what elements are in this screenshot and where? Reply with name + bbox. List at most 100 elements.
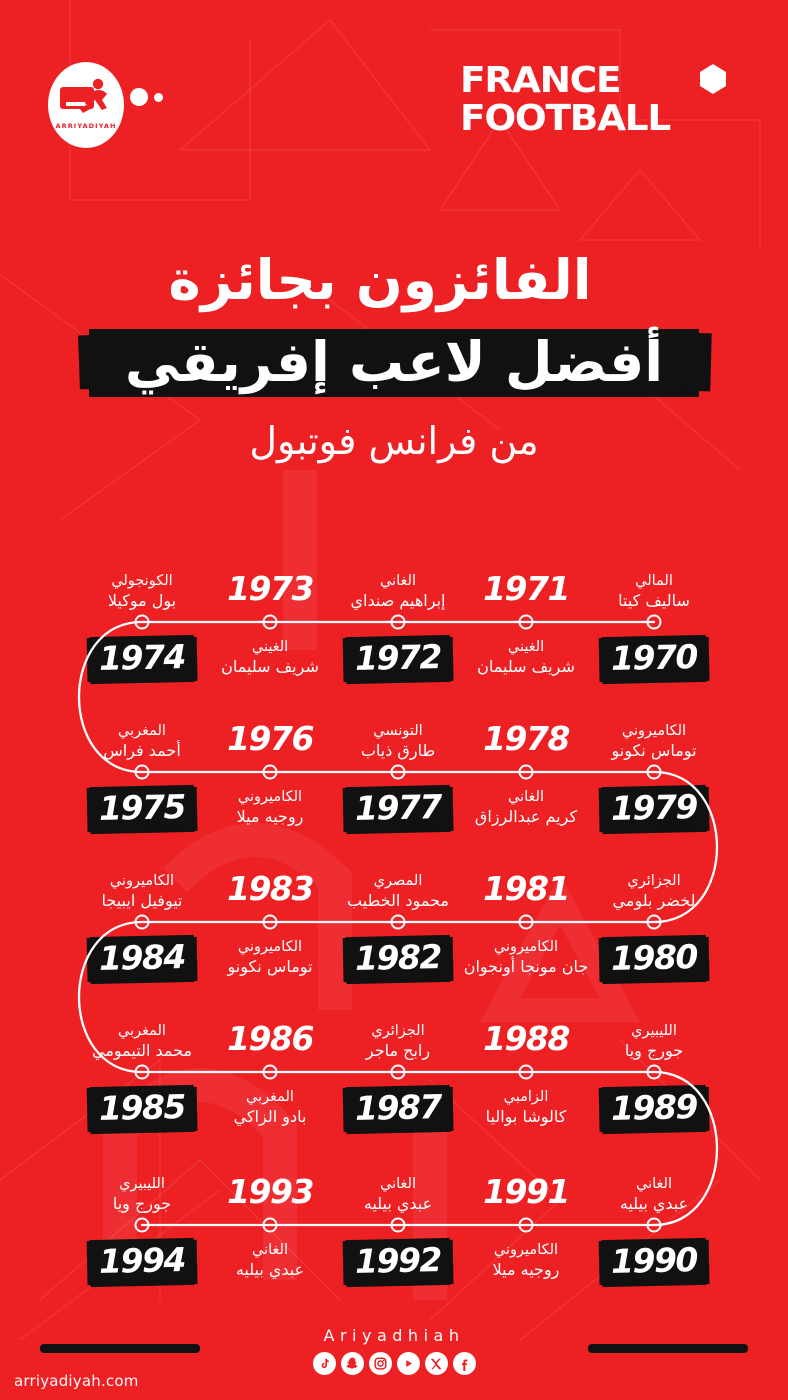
timeline-player: الكاميروني توماس نكونو bbox=[227, 938, 312, 976]
site-url: arriyadiyah.com bbox=[14, 1372, 139, 1390]
timeline-player: المالي ساليف كيتا bbox=[618, 572, 690, 610]
player-name: لخضر بلومي bbox=[612, 891, 696, 910]
player-country: الليبيري bbox=[119, 1176, 165, 1192]
player-name: تيوفيل ايبيجا bbox=[101, 891, 183, 910]
player-name: شريف سليمان bbox=[477, 657, 575, 676]
header: ARRIYADIYAH FRANCE FOOTBALL bbox=[0, 0, 788, 160]
timeline-player: الكاميروني تيوفيل ايبيجا bbox=[102, 872, 183, 910]
timeline-year: 1986 bbox=[227, 1019, 314, 1058]
timeline-player: الكاميروني روجيه ميلا bbox=[493, 1241, 560, 1279]
player-country: الكاميروني bbox=[109, 873, 175, 889]
timeline-player: المغربي بادو الزاكي bbox=[234, 1088, 307, 1126]
timeline-player: الجزائري رابح ماجر bbox=[366, 1022, 430, 1060]
timeline-player: الغاني عبدي بيليه bbox=[236, 1241, 304, 1279]
player-country: الزامبي bbox=[503, 1089, 549, 1105]
player-name: روجيه ميلا bbox=[236, 807, 304, 826]
player-name: عبدي بيليه bbox=[363, 1194, 433, 1213]
timeline-year: 1988 bbox=[483, 1019, 570, 1058]
timeline-year: 1991 bbox=[483, 1172, 570, 1211]
player-country: الكاميروني bbox=[237, 939, 303, 955]
player-name: محمود الخطيب bbox=[347, 891, 449, 910]
timeline-player: المصري محمود الخطيب bbox=[347, 872, 449, 910]
running-player-icon bbox=[60, 78, 107, 113]
timeline-player: المغربي أحمد فراس bbox=[103, 722, 181, 760]
player-name: عبدي بيليه bbox=[619, 1194, 689, 1213]
title-line-2: أفضل لاعب إفريقي bbox=[124, 330, 664, 394]
timeline-connector-path bbox=[77, 620, 719, 1227]
timeline-player: الكاميروني روجيه ميلا bbox=[237, 788, 304, 826]
timeline-year: 1981 bbox=[483, 869, 570, 908]
timeline-player: الغاني كريم عبدالرزاق bbox=[475, 788, 577, 826]
timeline-player: الغاني عبدي بيليه bbox=[364, 1175, 432, 1213]
player-country: الجزائري bbox=[371, 1023, 425, 1039]
player-country: الكاميروني bbox=[493, 939, 559, 955]
timeline-player: المغربي محمد التيمومي bbox=[92, 1022, 192, 1060]
player-country: الكاميروني bbox=[493, 1242, 559, 1258]
page-title: الفائزون بجائزة أفضل لاعب إفريقي من فران… bbox=[0, 245, 788, 469]
timeline-player: الكونجولي بول موكيلا bbox=[108, 572, 176, 610]
title-line-1: الفائزون بجائزة bbox=[168, 248, 592, 312]
timeline-year: 1971 bbox=[483, 569, 570, 608]
player-country: المصري bbox=[373, 873, 423, 889]
social-links bbox=[0, 1352, 788, 1375]
player-country: الليبيري bbox=[631, 1023, 677, 1039]
footer-wordmark: Ariyadhiah bbox=[323, 1326, 465, 1345]
logo-wordmark: ARRIYADIYAH bbox=[55, 122, 117, 130]
timeline-player: الكاميروني جان مونجا أونجوان bbox=[464, 938, 589, 976]
player-name: كالوشا بواليا bbox=[485, 1107, 567, 1126]
timeline-year: 1983 bbox=[227, 869, 314, 908]
snapchat-icon[interactable] bbox=[340, 1352, 364, 1375]
player-name: كريم عبدالرزاق bbox=[474, 807, 578, 826]
player-country: الغاني bbox=[636, 1176, 672, 1192]
title-subtitle: من فرانس فوتبول bbox=[249, 419, 539, 463]
france-football-logo[interactable]: FRANCE FOOTBALL bbox=[460, 62, 726, 138]
youtube-icon[interactable] bbox=[396, 1352, 420, 1375]
logo-dot-large bbox=[130, 88, 148, 106]
player-name: بادو الزاكي bbox=[233, 1107, 307, 1126]
timeline-player: التونسي طارق ذياب bbox=[361, 722, 435, 760]
instagram-icon[interactable] bbox=[368, 1352, 392, 1375]
player-country: المغربي bbox=[118, 1023, 166, 1039]
player-country: الغيني bbox=[507, 639, 545, 655]
footer-rule-left bbox=[40, 1344, 200, 1353]
player-name: بول موكيلا bbox=[107, 591, 177, 610]
player-name: روجيه ميلا bbox=[492, 1260, 560, 1279]
facebook-icon[interactable] bbox=[452, 1352, 476, 1375]
player-name: جورج ويا bbox=[112, 1194, 172, 1213]
player-country: الغيني bbox=[251, 639, 289, 655]
timeline-player: الغاني إبراهيم صنداي bbox=[351, 572, 446, 610]
player-name: توماس نكونو bbox=[611, 741, 697, 760]
player-country: الغاني bbox=[252, 1242, 288, 1258]
player-country: المالي bbox=[635, 573, 673, 589]
logo-accent-dots bbox=[130, 88, 170, 108]
player-country: الغاني bbox=[380, 573, 416, 589]
player-country: الكونجولي bbox=[111, 573, 173, 589]
player-name: توماس نكونو bbox=[227, 957, 313, 976]
timeline-player: الغيني شريف سليمان bbox=[477, 638, 575, 676]
timeline: 1970 المالي ساليف كيتا 1971 الغيني شريف سليما… bbox=[0, 560, 788, 1300]
x-twitter-icon[interactable] bbox=[424, 1352, 448, 1375]
player-country: الجزائري bbox=[627, 873, 681, 889]
timeline-player: الغاني عبدي بيليه bbox=[620, 1175, 688, 1213]
timeline-player: الغيني شريف سليمان bbox=[221, 638, 319, 676]
arriyadiyah-logo[interactable]: ARRIYADIYAH bbox=[48, 62, 124, 148]
player-country: الكاميروني bbox=[237, 789, 303, 805]
logo-dot-small bbox=[154, 93, 163, 102]
player-country: الغاني bbox=[508, 789, 544, 805]
player-name: إبراهيم صنداي bbox=[350, 591, 446, 610]
timeline-player: الليبيري جورج ويا bbox=[625, 1022, 683, 1060]
france-football-line-2: FOOTBALL bbox=[460, 98, 671, 139]
france-football-line-1: FRANCE bbox=[460, 60, 622, 101]
player-country: المغربي bbox=[118, 723, 166, 739]
player-name: جان مونجا أونجوان bbox=[463, 957, 589, 976]
tiktok-icon[interactable] bbox=[312, 1352, 336, 1375]
player-country: الغاني bbox=[380, 1176, 416, 1192]
player-name: محمد التيمومي bbox=[91, 1041, 193, 1060]
timeline-player: الجزائري لخضر بلومي bbox=[613, 872, 696, 910]
timeline-player: الزامبي كالوشا بواليا bbox=[486, 1088, 567, 1126]
player-name: طارق ذياب bbox=[360, 741, 436, 760]
player-country: التونسي bbox=[373, 723, 423, 739]
timeline-year: 1978 bbox=[483, 719, 570, 758]
timeline-year: 1993 bbox=[227, 1172, 314, 1211]
title-highlight: أفضل لاعب إفريقي bbox=[88, 317, 700, 407]
